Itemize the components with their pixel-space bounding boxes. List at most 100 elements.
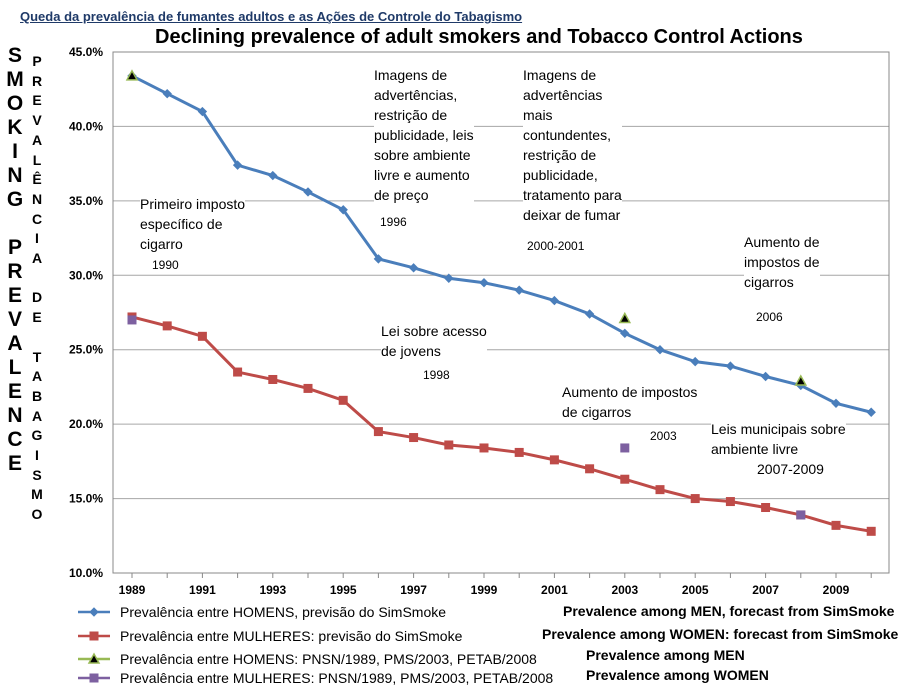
data-point-women-simsmoke	[761, 503, 771, 513]
annotation-year-2000-2001: 2000-2001	[527, 239, 585, 253]
prevalencia-de-tabagismo-letter: Ê	[32, 171, 42, 188]
smoking-prevalence-letter: N	[7, 164, 23, 187]
y-tick-label: 30.0%	[69, 268, 103, 282]
annotation-1996-actions: Imagens de advertências, restrição de pu…	[374, 65, 474, 205]
legend-marker-men-simsmoke	[89, 607, 99, 617]
prevalencia-de-tabagismo-letter: L	[32, 151, 42, 168]
data-point-women-survey	[620, 443, 630, 453]
smoking-prevalence-letter: S	[7, 44, 22, 67]
annotation-youth-access: Lei sobre acesso de jovens	[381, 321, 487, 361]
legend-marker-men-survey	[87, 652, 101, 664]
smoking-prevalence-letter: A	[7, 332, 23, 355]
annotation-year-1990: 1990	[152, 258, 179, 272]
annotation-year-2007-2009: 2007-2009	[757, 459, 824, 479]
prevalencia-de-tabagismo-letter: E	[32, 92, 42, 109]
legend-english-men: Prevalence among MEN	[586, 647, 745, 663]
data-point-men-simsmoke	[549, 295, 560, 306]
data-point-women-simsmoke	[725, 497, 735, 507]
series-line-men-simsmoke	[131, 74, 872, 414]
smoking-prevalence-letter: N	[7, 404, 23, 427]
prevalencia-de-tabagismo-letter: R	[31, 72, 43, 89]
smoking-prevalence-letter: O	[6, 92, 24, 115]
plot-area	[112, 51, 890, 574]
data-point-women-simsmoke	[479, 443, 489, 453]
legend-english-men-simsmoke: Prevalence among MEN, forecast from SimS…	[563, 603, 895, 619]
y-tick-label: 40.0%	[69, 119, 103, 133]
legend-label-women-survey: Prevalência entre MULHERES: PNSN/1989, P…	[120, 670, 554, 686]
smoking-prevalence-letter: E	[7, 452, 22, 475]
y-tick-label: 10.0%	[69, 566, 103, 580]
smoking-prevalence-letter: I	[12, 140, 18, 163]
data-point-women-simsmoke	[268, 374, 278, 384]
data-point-women-simsmoke	[620, 474, 630, 484]
data-point-men-simsmoke	[690, 356, 700, 367]
smoking-prevalence-letter: K	[7, 116, 23, 139]
x-tick-label: 1995	[330, 583, 357, 597]
annotation-2006-tax: Aumento de impostos de cigarros	[744, 232, 820, 292]
data-point-women-simsmoke	[162, 321, 172, 331]
data-point-women-simsmoke	[373, 427, 383, 437]
prevalencia-de-tabagismo-letter: A	[31, 131, 43, 148]
smoking-prevalence-letter: R	[7, 260, 23, 283]
smoking-prevalence-letter: M	[6, 68, 24, 91]
legend-label-women-simsmoke: Prevalência entre MULHERES: previsão do …	[120, 628, 463, 644]
x-tick-label: 2009	[823, 583, 850, 597]
legend-label-men-survey: Prevalência entre HOMENS: PNSN/1989, PMS…	[120, 651, 537, 667]
x-tick-label: 2005	[682, 583, 709, 597]
data-point-women-simsmoke	[514, 447, 524, 457]
series-layer	[125, 69, 876, 536]
data-point-men-simsmoke	[866, 407, 876, 417]
data-point-women-simsmoke	[233, 367, 243, 377]
data-point-women-simsmoke	[409, 433, 419, 443]
prevalencia-de-tabagismo-letter: G	[31, 427, 43, 444]
data-point-men-simsmoke	[831, 398, 841, 409]
legend-label-men-simsmoke: Prevalência entre HOMENS, previsão do Si…	[120, 604, 447, 620]
annotation-2000-actions: Imagens de advertências mais contundente…	[523, 65, 622, 225]
top-title[interactable]: Queda da prevalência de fumantes adultos…	[20, 9, 523, 24]
data-point-women-simsmoke	[831, 520, 841, 530]
data-point-men-simsmoke	[338, 205, 348, 215]
prevalencia-de-tabagismo-letter: I	[35, 230, 39, 247]
annotation-first-tax: Primeiro imposto específico de cigarro	[140, 194, 246, 254]
data-point-men-simsmoke	[514, 285, 524, 295]
y-tick-label: 15.0%	[69, 492, 103, 506]
prevalencia-de-tabagismo-letter: B	[31, 387, 43, 404]
data-point-men-simsmoke	[584, 309, 595, 319]
x-tick-label: 1989	[119, 583, 146, 597]
prevalencia-de-tabagismo-letter: D	[31, 289, 43, 306]
legend-layer	[78, 607, 110, 683]
legend-english-women: Prevalence among WOMEN	[586, 667, 769, 683]
data-point-men-simsmoke	[760, 371, 771, 382]
legend-english-women-simsmoke: Prevalence among WOMEN: forecast from Si…	[542, 626, 899, 642]
prevalencia-de-tabagismo-letter: N	[31, 190, 43, 207]
smoking-prevalence-letter: P	[7, 236, 22, 259]
annotation-year-2003: 2003	[650, 429, 677, 443]
annotation-year-1998: 1998	[423, 368, 450, 382]
data-point-women-simsmoke	[655, 485, 665, 495]
y-tick-label: 20.0%	[69, 417, 103, 431]
data-point-men-survey	[125, 69, 139, 81]
prevalencia-de-tabagismo-letter: O	[31, 506, 43, 523]
annotation-year-1996: 1996	[380, 215, 407, 229]
prevalencia-de-tabagismo-letter: C	[31, 210, 43, 227]
x-tick-label: 2003	[611, 583, 638, 597]
x-tick-label: 1993	[259, 583, 286, 597]
data-point-women-simsmoke	[444, 440, 454, 450]
data-point-women-simsmoke	[585, 464, 595, 474]
prevalencia-de-tabagismo-letter: I	[35, 447, 39, 464]
chart-title: Declining prevalence of adult smokers an…	[155, 26, 803, 48]
data-point-men-simsmoke	[303, 187, 313, 197]
data-point-women-simsmoke	[866, 526, 876, 536]
legend-marker-women-simsmoke	[89, 631, 99, 641]
smoking-prevalence-letter: V	[7, 308, 22, 331]
y-tick-label: 35.0%	[69, 194, 103, 208]
data-point-men-simsmoke	[162, 88, 172, 99]
data-point-women-simsmoke	[338, 395, 348, 405]
data-point-men-simsmoke	[408, 263, 419, 273]
x-tick-label: 2001	[541, 583, 568, 597]
smoking-prevalence-letter: C	[7, 428, 23, 451]
data-point-men-simsmoke	[232, 160, 243, 170]
prevalencia-de-tabagismo-letter: S	[32, 466, 42, 483]
